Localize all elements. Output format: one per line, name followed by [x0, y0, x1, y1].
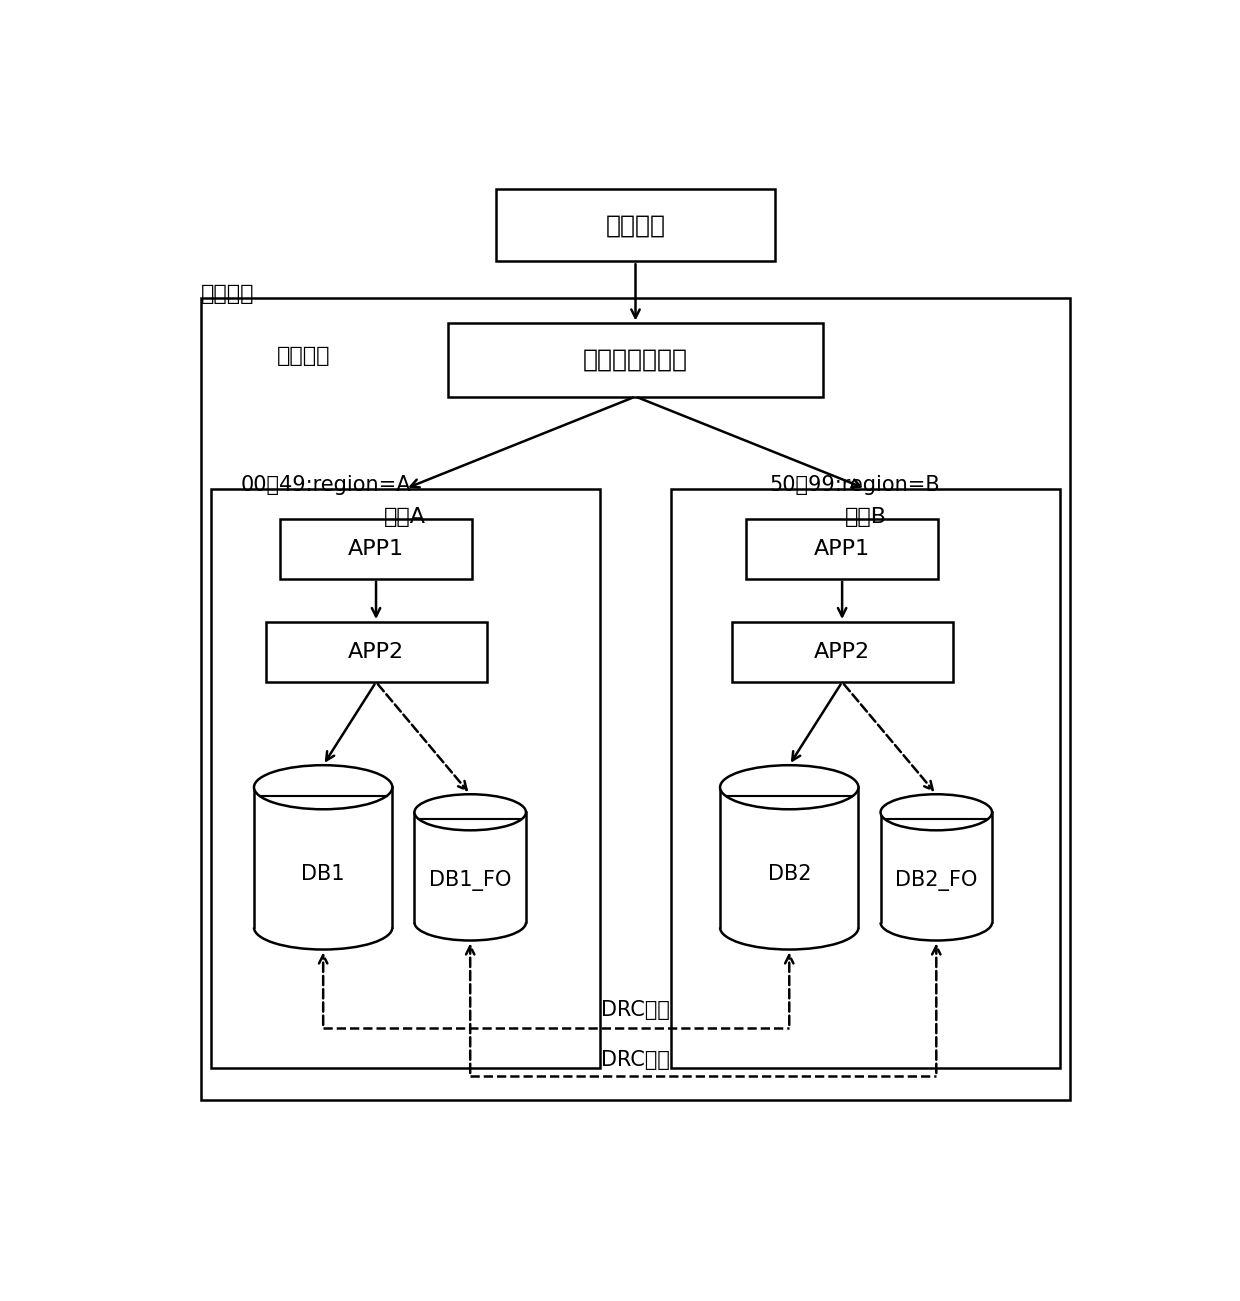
Bar [211, 489, 600, 1068]
Ellipse shape [414, 794, 526, 830]
Bar [201, 298, 1070, 1099]
Bar [265, 622, 486, 682]
Text: DRC同步: DRC同步 [601, 999, 670, 1020]
Text: DRC同步: DRC同步 [601, 1050, 670, 1069]
Ellipse shape [880, 794, 992, 830]
Text: 50～99:region=B: 50～99:region=B [769, 475, 940, 494]
Bar [496, 189, 775, 262]
Bar [254, 787, 392, 928]
Bar [732, 622, 952, 682]
Text: 支付系统: 支付系统 [278, 346, 331, 367]
Bar [880, 812, 992, 922]
Text: APP1: APP1 [348, 539, 404, 559]
Text: 机房A: 机房A [384, 507, 427, 527]
Ellipse shape [254, 905, 392, 950]
Ellipse shape [414, 904, 526, 941]
Text: 机房B: 机房B [844, 507, 887, 527]
Text: DB1_FO: DB1_FO [429, 870, 511, 891]
Text: 商户系统: 商户系统 [605, 213, 666, 237]
Text: APP2: APP2 [348, 641, 404, 662]
Text: APP2: APP2 [813, 641, 870, 662]
Text: DB2_FO: DB2_FO [895, 870, 977, 891]
Bar [448, 324, 823, 397]
Ellipse shape [880, 904, 992, 941]
Text: 正常模式: 正常模式 [201, 285, 254, 304]
Bar [671, 489, 1060, 1068]
Text: DB2: DB2 [768, 864, 811, 885]
Text: DB1: DB1 [301, 864, 345, 885]
Text: 00～49:region=A: 00～49:region=A [241, 475, 412, 494]
Ellipse shape [720, 905, 858, 950]
Bar [746, 519, 939, 579]
Bar [414, 812, 526, 922]
Bar [720, 787, 858, 928]
Text: APP1: APP1 [813, 539, 870, 559]
Ellipse shape [254, 765, 392, 809]
Bar [280, 519, 472, 579]
Ellipse shape [720, 765, 858, 809]
Text: 请求路由子系统: 请求路由子系统 [583, 347, 688, 372]
